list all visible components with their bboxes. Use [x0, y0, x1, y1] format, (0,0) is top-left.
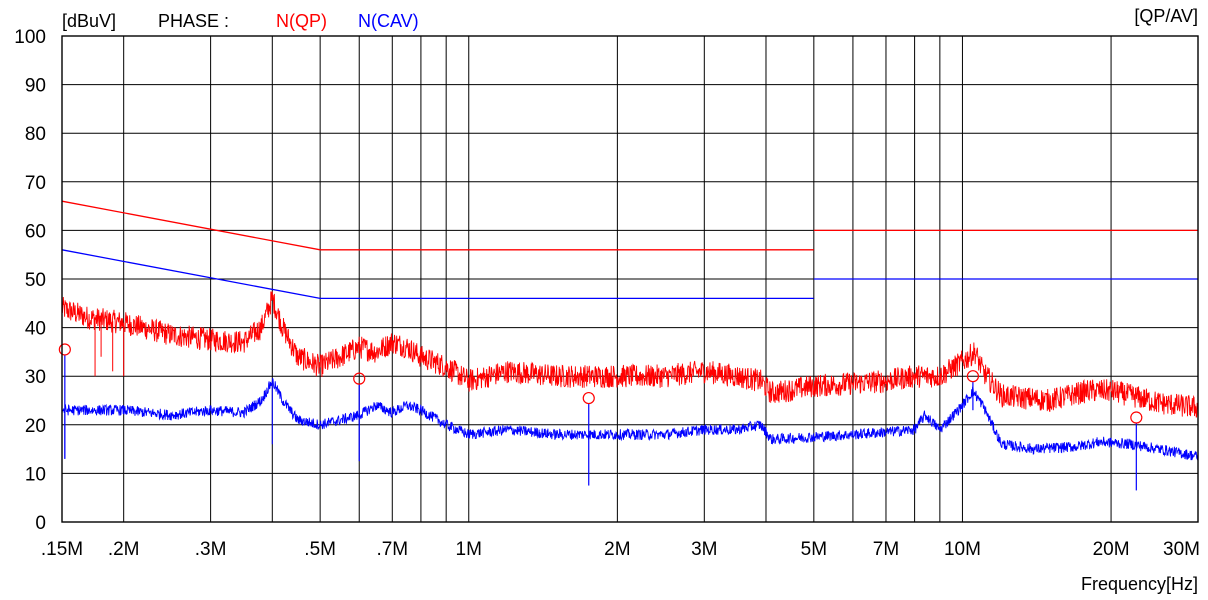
x-tick-label: 7M: [873, 539, 899, 560]
x-tick-label: 20M: [1093, 539, 1130, 560]
x-tick-label: .5M: [304, 539, 336, 560]
x-tick-label: 3M: [691, 539, 717, 560]
x-tick-labels: .15M .2M .3M .5M .7M 1M 2M 3M 5M 7M 10M 20M 30M: [41, 539, 1200, 560]
x-axis-label: Frequency[Hz]: [1081, 574, 1198, 594]
qp-av-label: [QP/AV]: [1134, 6, 1198, 26]
legend-qp: N(QP): [276, 11, 327, 31]
marker-circle: [582, 391, 595, 405]
marker-circle: [58, 343, 71, 356]
y-axis-label: [dBuV]: [62, 11, 116, 31]
y-tick-label: 50: [25, 270, 46, 291]
plot-frame: [61, 35, 1199, 523]
y-tick-label: 20: [25, 416, 46, 437]
marker-circle: [966, 370, 980, 383]
x-tick-label: .3M: [195, 539, 227, 560]
x-tick-label: .7M: [376, 539, 408, 560]
y-tick-label: 40: [25, 319, 46, 340]
phase-label: PHASE :: [158, 11, 229, 31]
y-tick-label: 80: [25, 124, 46, 145]
y-tick-label: 100: [14, 27, 46, 48]
x-tick-label: 5M: [801, 539, 827, 560]
av_trace-line: [61, 377, 1199, 461]
x-tick-label: 2M: [604, 539, 630, 560]
marker-circle: [1130, 411, 1143, 424]
y-tick-label: 70: [25, 173, 46, 194]
y-tick-label: 60: [25, 221, 46, 242]
x-tick-label: .15M: [41, 539, 83, 560]
x-tick-label: 10M: [944, 539, 981, 560]
y-tick-label: 30: [25, 367, 46, 388]
av_limit-line: [61, 249, 814, 300]
measurement-markers: [58, 343, 1143, 491]
limit-lines: [61, 200, 1198, 300]
marker-circle: [353, 372, 366, 385]
y-tick-label: 10: [25, 464, 46, 485]
qp_trace-line: [61, 291, 1199, 418]
x-tick-label: 30M: [1163, 539, 1200, 560]
x-tick-label: .2M: [108, 539, 140, 560]
qp_limit-line: [61, 200, 814, 251]
legend-av: N(CAV): [358, 11, 419, 31]
x-tick-label: 1M: [456, 539, 482, 560]
y-tick-label: 0: [35, 513, 46, 534]
y-tick-label: 90: [25, 76, 46, 97]
